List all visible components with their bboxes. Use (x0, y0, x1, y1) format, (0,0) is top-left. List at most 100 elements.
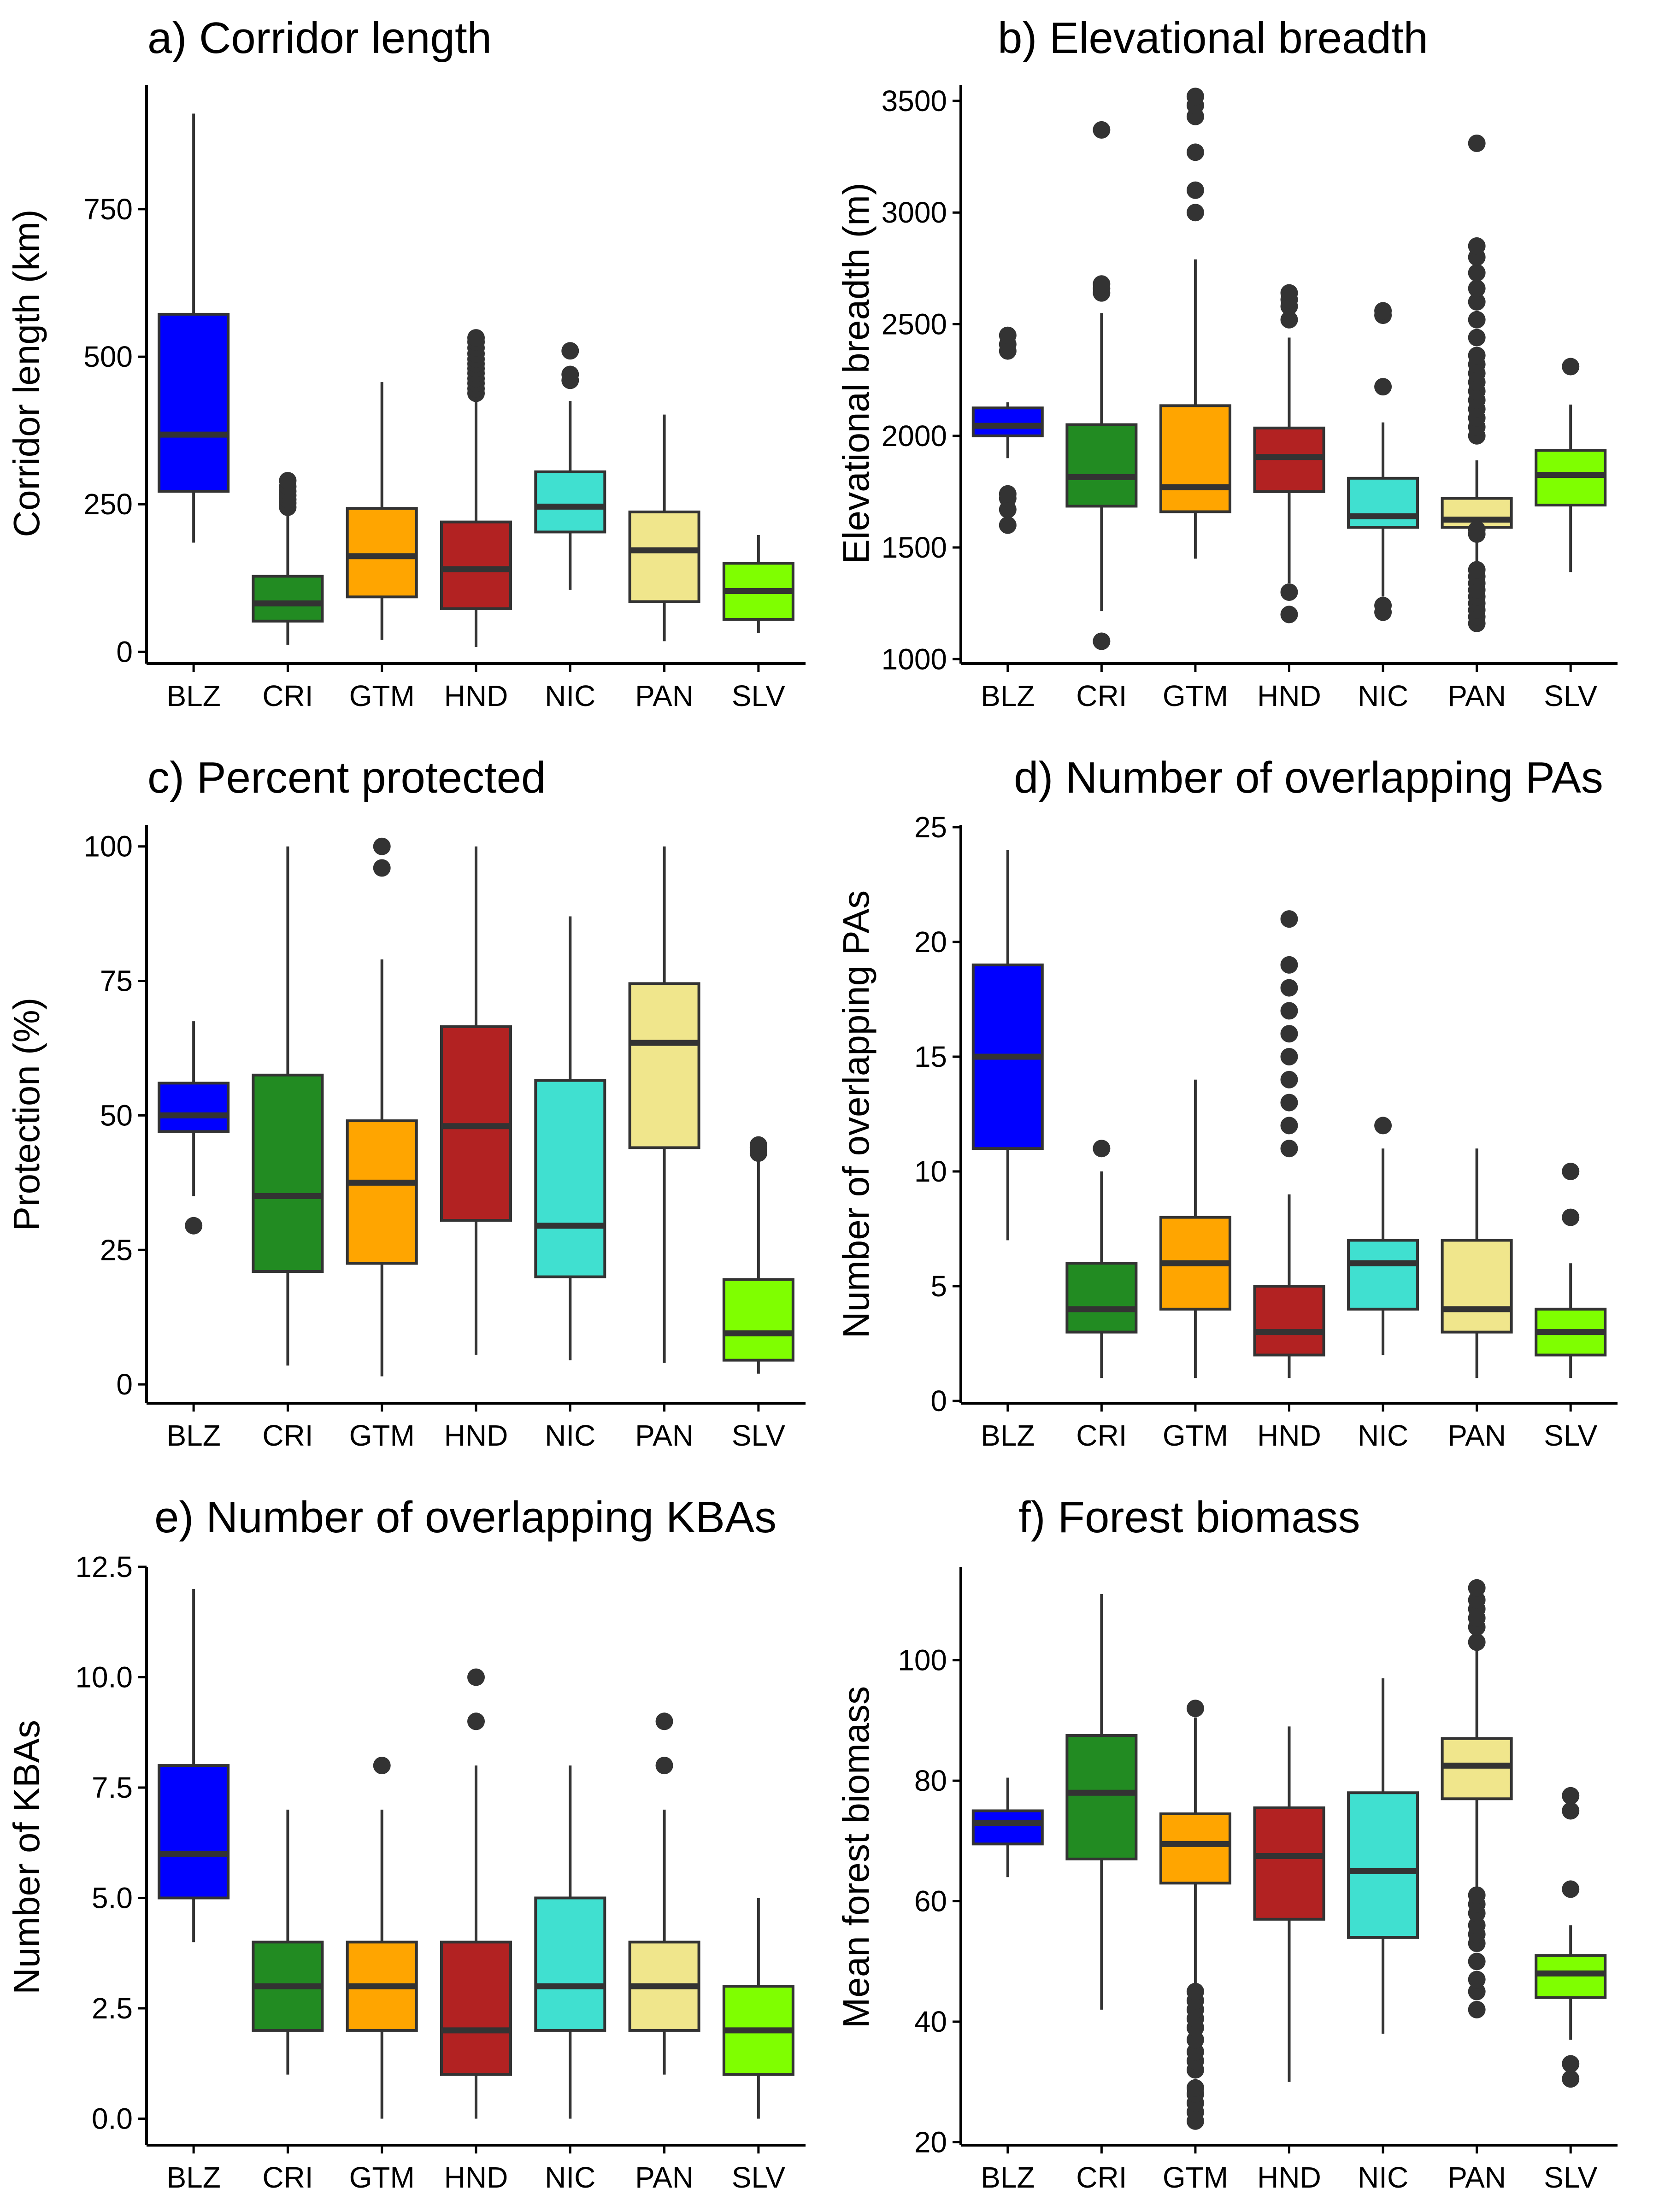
y-tick-label: 0 (116, 1368, 133, 1401)
y-tick-label: 3500 (882, 84, 947, 118)
x-tick-label-nic: NIC (1358, 2161, 1408, 2194)
outlier-point (1280, 1140, 1298, 1158)
y-tick-label: 1500 (882, 531, 947, 564)
y-tick-label: 5.0 (92, 1882, 133, 1915)
x-tick-label-slv: SLV (1544, 2161, 1598, 2194)
y-tick-label: 75 (100, 965, 133, 998)
iqr-box (252, 575, 324, 623)
outlier-point (1468, 293, 1486, 311)
x-tick-label-gtm: GTM (1163, 2161, 1228, 2194)
outlier-point (1562, 1208, 1580, 1226)
box-blz (158, 1588, 230, 1942)
iqr-box (1065, 1734, 1138, 1861)
outlier-point (1093, 275, 1111, 293)
iqr-box (158, 312, 230, 493)
box-cri (252, 846, 324, 1366)
panel-4: d) Number of overlapping PAs Number of ov… (835, 753, 1618, 1452)
iqr-box (1347, 477, 1419, 529)
x-tick-label-cri: CRI (262, 679, 313, 712)
iqr-box (628, 510, 700, 603)
y-tick-label: 500 (83, 340, 133, 373)
iqr-box (1347, 1791, 1419, 1939)
box-cri (252, 472, 324, 645)
outlier-point (1468, 2000, 1486, 2018)
box-slv (1535, 1163, 1607, 1378)
iqr-box (1441, 1737, 1513, 1800)
box-gtm (346, 837, 418, 1377)
outlier-point (655, 1757, 673, 1775)
x-tick-label-gtm: GTM (1163, 1419, 1228, 1452)
outlier-point (1468, 134, 1486, 152)
y-tick-label: 100 (898, 1644, 947, 1677)
box-pan (1441, 1148, 1513, 1378)
box-blz (971, 850, 1044, 1241)
y-axis-title: Number of KBAs (6, 1720, 47, 1994)
x-tick-label-hnd: HND (444, 1419, 508, 1452)
x-tick-label-pan: PAN (1447, 1419, 1506, 1452)
y-axis-title: Mean forest biomass (835, 1686, 877, 2029)
y-tick-label: 25 (914, 811, 947, 844)
panel-title: a) Corridor length (147, 13, 492, 63)
panel-title: c) Percent protected (147, 753, 546, 802)
iqr-box (534, 1896, 606, 2032)
outlier-point (1562, 1787, 1580, 1805)
outlier-point (1468, 1953, 1486, 1971)
box-hnd (440, 329, 512, 647)
outlier-point (185, 1217, 203, 1235)
outlier-point (1186, 2031, 1204, 2049)
outlier-point (999, 326, 1017, 344)
box-blz (158, 1021, 230, 1235)
y-tick-label: 7.5 (92, 1771, 133, 1804)
x-tick-label-nic: NIC (1358, 679, 1408, 712)
outlier-point (467, 329, 485, 347)
y-tick-label: 10.0 (75, 1661, 133, 1694)
y-tick-label: 20 (914, 925, 947, 959)
y-tick-label: 40 (914, 2005, 947, 2038)
outlier-point (1186, 2079, 1204, 2097)
panel-2: b) Elevational breadth Elevational breadt… (835, 13, 1618, 712)
box-cri (1065, 1594, 1138, 2010)
y-tick-label: 2000 (882, 419, 947, 453)
x-tick-label-blz: BLZ (166, 1419, 220, 1452)
y-tick-label: 750 (83, 193, 133, 226)
outlier-point (1374, 597, 1392, 615)
box-gtm (346, 382, 418, 640)
x-tick-label-pan: PAN (635, 2161, 694, 2194)
y-tick-label: 2.5 (92, 1992, 133, 2025)
box-pan (628, 1712, 700, 2075)
outlier-point (1562, 1880, 1580, 1898)
outlier-point (1562, 358, 1580, 376)
box-blz (158, 113, 230, 543)
outlier-point (1468, 1886, 1486, 1904)
iqr-box (534, 1079, 606, 1278)
y-axis-title: Corridor length (km) (6, 209, 47, 537)
panel-5: e) Number of overlapping KBAs Number of K… (6, 1493, 806, 2194)
outlier-point (1468, 521, 1486, 539)
x-tick-label-gtm: GTM (1163, 679, 1228, 712)
outlier-point (1280, 311, 1298, 329)
y-tick-label: 0 (930, 1384, 947, 1418)
outlier-point (1280, 1094, 1298, 1112)
box-gtm (1159, 88, 1231, 559)
outlier-point (1280, 910, 1298, 928)
outlier-point (1093, 632, 1111, 650)
x-tick-label-nic: NIC (545, 2161, 595, 2194)
iqr-box (971, 406, 1044, 437)
box-slv (1535, 1787, 1607, 2088)
x-tick-label-blz: BLZ (166, 679, 220, 712)
outlier-point (1468, 347, 1486, 365)
panel-1: a) Corridor length Corridor length (km) 0 2… (6, 13, 806, 712)
iqr-box (346, 507, 418, 599)
outlier-point (1468, 1579, 1486, 1597)
x-tick-label-hnd: HND (1257, 2161, 1321, 2194)
x-tick-label-hnd: HND (444, 679, 508, 712)
outlier-point (1468, 1983, 1486, 2000)
y-tick-label: 10 (914, 1155, 947, 1188)
outlier-point (1468, 311, 1486, 329)
iqr-box (158, 1082, 230, 1133)
outlier-point (467, 1668, 485, 1686)
iqr-box (1065, 1262, 1138, 1334)
outlier-point (1280, 979, 1298, 997)
y-tick-label: 12.5 (75, 1550, 133, 1583)
